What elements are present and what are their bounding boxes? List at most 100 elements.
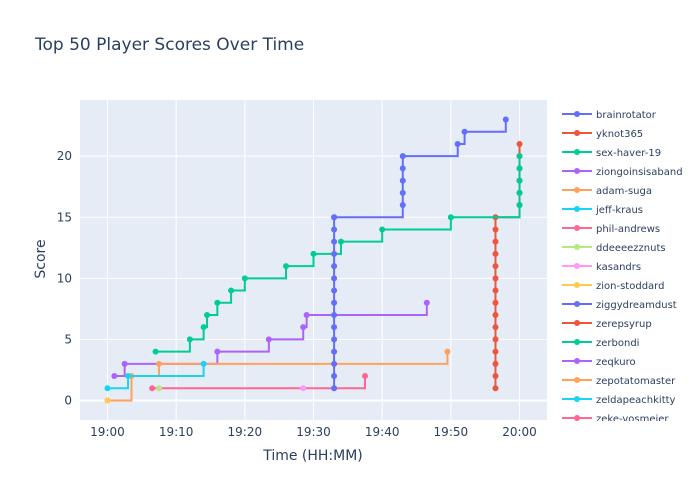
legend-item[interactable]: zion-stoddard [562,281,664,292]
data-point[interactable] [331,226,338,233]
data-point[interactable] [492,360,499,367]
data-point[interactable] [492,250,499,257]
data-point[interactable] [492,287,499,294]
data-point[interactable] [111,373,118,380]
series-kasandrs[interactable] [300,385,307,392]
data-point[interactable] [492,373,499,380]
data-point[interactable] [516,153,523,160]
legend-item[interactable]: sex-haver-19 [562,148,661,159]
data-point[interactable] [444,348,451,355]
data-point[interactable] [283,263,290,270]
data-point[interactable] [331,336,338,343]
legend-item[interactable]: adam-suga [562,186,652,197]
data-point[interactable] [331,299,338,306]
data-point[interactable] [214,299,221,306]
data-point[interactable] [331,250,338,257]
legend[interactable]: brainrotator yknot365 sex-haver-19 ziongoin… [562,110,683,425]
data-point[interactable] [492,311,499,318]
data-point[interactable] [492,275,499,282]
data-point[interactable] [186,336,193,343]
series-phil-andrews[interactable] [149,373,369,392]
data-point[interactable] [331,385,338,392]
data-point[interactable] [337,238,344,245]
legend-item[interactable]: ziongoinsisaband [562,167,683,178]
legend-item[interactable]: zeldapeachkitty [562,395,676,406]
series-sex-haver-19[interactable] [152,153,523,355]
data-point[interactable] [200,324,207,331]
data-point[interactable] [399,202,406,209]
data-point[interactable] [492,336,499,343]
data-point[interactable] [399,153,406,160]
data-point[interactable] [265,336,272,343]
data-point[interactable] [331,373,338,380]
legend-item[interactable]: zepotatomaster [562,376,676,387]
data-point[interactable] [454,140,461,147]
data-point[interactable] [155,385,162,392]
data-point[interactable] [331,311,338,318]
data-point[interactable] [379,226,386,233]
data-point[interactable] [149,385,156,392]
data-point[interactable] [492,385,499,392]
data-point[interactable] [152,348,159,355]
data-point[interactable] [516,202,523,209]
series-zion-stoddard[interactable] [104,397,111,404]
data-point[interactable] [447,214,454,221]
data-point[interactable] [399,189,406,196]
data-point[interactable] [121,360,128,367]
legend-item[interactable]: yknot365 [562,129,643,140]
data-point[interactable] [241,275,248,282]
data-point[interactable] [200,360,207,367]
legend-item[interactable]: ziggydreamdust [562,300,677,311]
data-point[interactable] [423,299,430,306]
data-point[interactable] [104,397,111,404]
series-ziongoinsisaband[interactable] [111,299,430,380]
legend-item[interactable]: zerbondi [562,338,639,349]
data-point[interactable] [492,263,499,270]
data-point[interactable] [331,214,338,221]
legend-item[interactable]: jeff-kraus [562,205,643,216]
legend-item[interactable]: brainrotator [562,110,657,121]
data-point[interactable] [300,324,307,331]
data-point[interactable] [331,348,338,355]
data-point[interactable] [204,311,211,318]
legend-item[interactable]: zeqkuro [562,357,636,368]
data-point[interactable] [492,238,499,245]
data-point[interactable] [303,311,310,318]
data-point[interactable] [516,177,523,184]
data-point[interactable] [399,177,406,184]
data-point[interactable] [502,116,509,123]
data-point[interactable] [516,165,523,172]
legend-swatch-marker [574,377,580,383]
data-point[interactable] [492,299,499,306]
legend-item[interactable]: ddeeeezznuts [562,243,666,254]
data-point[interactable] [300,385,307,392]
data-point[interactable] [331,263,338,270]
data-point[interactable] [362,373,369,380]
data-point[interactable] [331,324,338,331]
data-point[interactable] [492,324,499,331]
data-point[interactable] [492,348,499,355]
series-jeff-kraus[interactable] [104,360,207,392]
data-point[interactable] [228,287,235,294]
data-point[interactable] [516,140,523,147]
legend-item[interactable]: phil-andrews [562,224,660,235]
data-point[interactable] [492,226,499,233]
legend-item[interactable]: zeke-vosmeier [562,414,669,425]
data-point[interactable] [214,348,221,355]
data-point[interactable] [125,373,132,380]
series-ddeeeezznuts[interactable] [155,385,162,392]
data-point[interactable] [331,238,338,245]
legend-item[interactable]: kasandrs [562,262,641,273]
data-point[interactable] [461,128,468,135]
legend-item[interactable]: zerepsyrup [562,319,652,330]
data-point[interactable] [310,250,317,257]
data-point[interactable] [331,287,338,294]
data-point[interactable] [331,360,338,367]
series-ziggydreamdust[interactable] [331,214,338,392]
data-point[interactable] [516,189,523,196]
data-point[interactable] [155,360,162,367]
data-point[interactable] [399,165,406,172]
data-point[interactable] [104,385,111,392]
data-point[interactable] [331,275,338,282]
